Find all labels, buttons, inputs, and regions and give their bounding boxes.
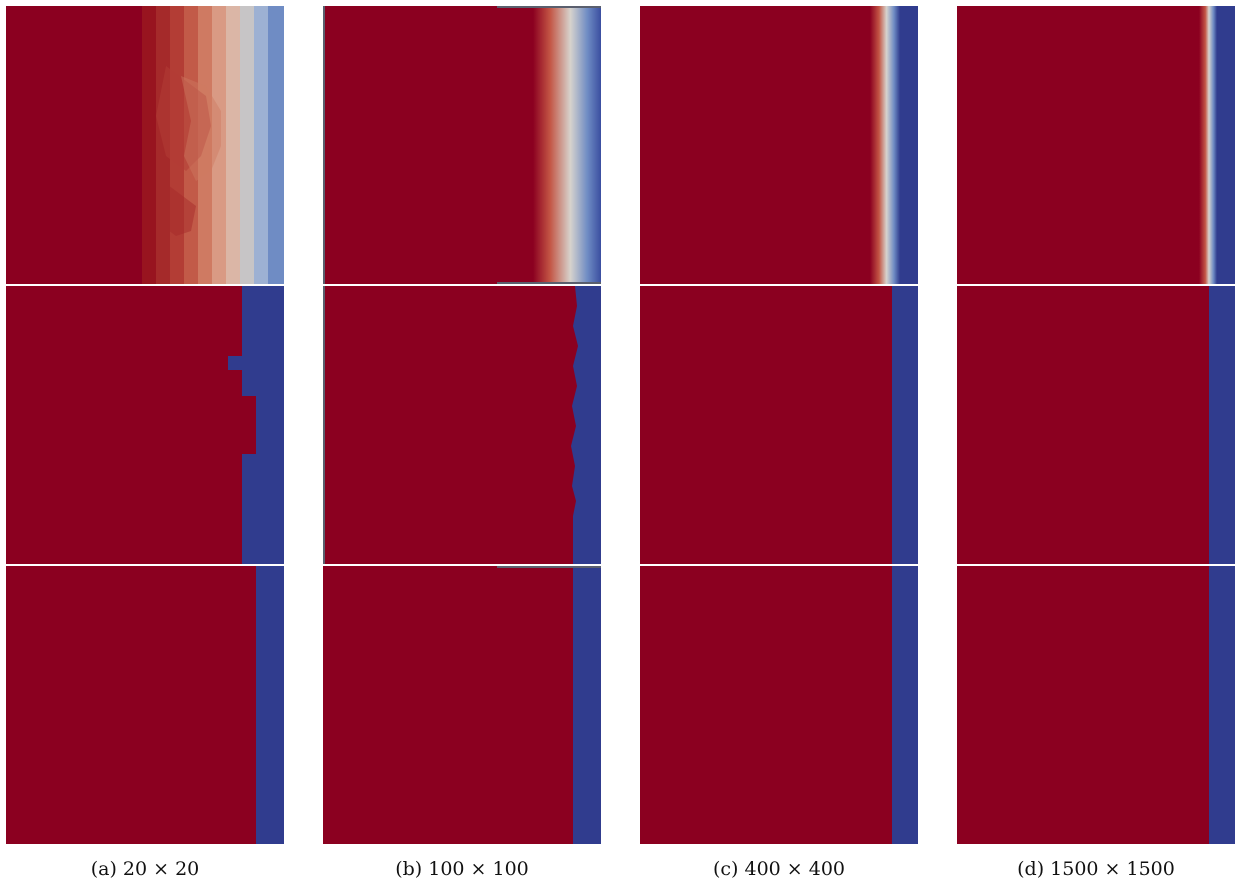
field-panel-a-row3 bbox=[6, 566, 284, 844]
field-plot-d-row1 bbox=[957, 6, 1235, 284]
column-d-1500x1500 bbox=[957, 6, 1235, 844]
field-plot-a-row2 bbox=[6, 286, 284, 564]
caption-a: (a) 20 × 20 bbox=[90, 858, 200, 880]
field-plot-c-row2 bbox=[640, 286, 918, 564]
field-plot-c-row1 bbox=[640, 6, 918, 284]
field-panel-d-row1 bbox=[957, 6, 1235, 284]
column-b-100x100 bbox=[323, 6, 601, 844]
caption-c: (c) 400 × 400 bbox=[712, 858, 846, 880]
field-plot-b-row3 bbox=[323, 566, 601, 844]
caption-d: (d) 1500 × 1500 bbox=[1017, 858, 1175, 880]
field-panel-a-row1 bbox=[6, 6, 284, 284]
field-plot-d-row2 bbox=[957, 286, 1235, 564]
field-panel-a-row2 bbox=[6, 286, 284, 564]
field-panel-b-row1 bbox=[323, 6, 601, 284]
field-panel-c-row1 bbox=[640, 6, 918, 284]
column-c-400x400 bbox=[640, 6, 918, 844]
field-plot-b-row2 bbox=[323, 286, 601, 564]
field-plot-a-row1 bbox=[6, 6, 284, 284]
field-panel-c-row3 bbox=[640, 566, 918, 844]
field-plot-d-row3 bbox=[957, 566, 1235, 844]
field-plot-b-row1 bbox=[323, 6, 601, 284]
field-panel-c-row2 bbox=[640, 286, 918, 564]
field-panel-d-row3 bbox=[957, 566, 1235, 844]
caption-b: (b) 100 × 100 bbox=[395, 858, 529, 880]
field-plot-c-row3 bbox=[640, 566, 918, 844]
field-panel-d-row2 bbox=[957, 286, 1235, 564]
field-panel-b-row2 bbox=[323, 286, 601, 564]
field-plot-a-row3 bbox=[6, 566, 284, 844]
column-a-20x20 bbox=[6, 6, 284, 844]
field-panel-b-row3 bbox=[323, 566, 601, 844]
